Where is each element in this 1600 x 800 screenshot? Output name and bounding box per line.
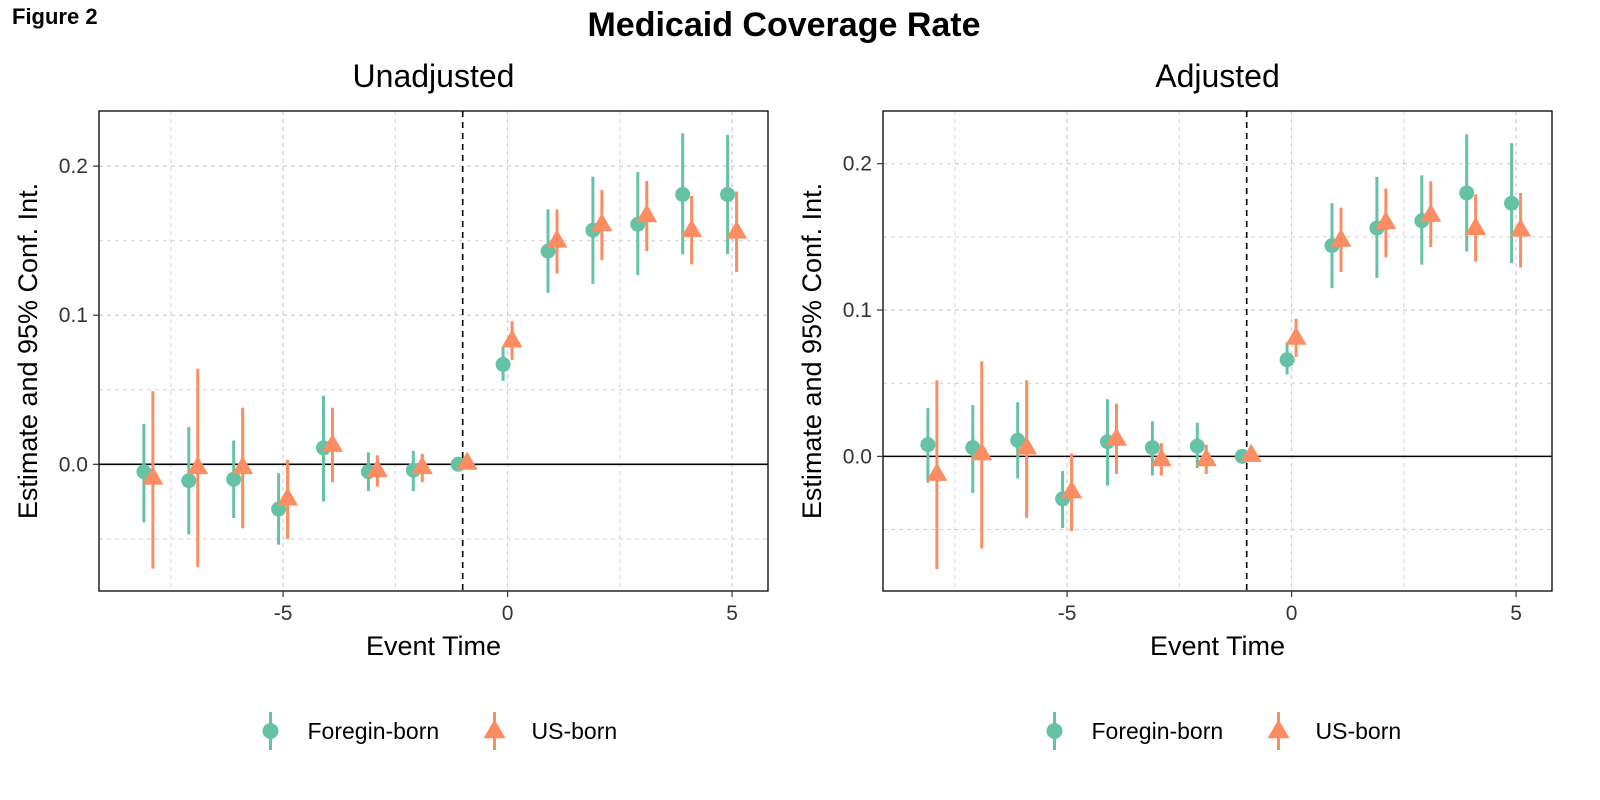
legend: Foregin-born US-born bbox=[1046, 712, 1402, 750]
point-marker bbox=[277, 487, 299, 506]
legend-key-circle bbox=[262, 723, 279, 739]
x-tick-label: 0 bbox=[502, 602, 514, 625]
legend-key-triangle bbox=[1267, 719, 1290, 739]
point-marker bbox=[181, 473, 197, 489]
x-tick-label: 5 bbox=[1510, 602, 1522, 625]
legend-label: US-born bbox=[1316, 718, 1402, 744]
legend-key-triangle bbox=[483, 719, 506, 739]
panel-unadjusted: -5 0 5 0.0 0.1 0.2 Unadjusted Event Time Estimat… bbox=[13, 58, 769, 750]
x-axis-title: Event Time bbox=[1150, 631, 1285, 661]
x-tick-label: 0 bbox=[1286, 602, 1298, 625]
point-marker bbox=[411, 455, 433, 475]
point-marker bbox=[1279, 352, 1295, 368]
point-marker bbox=[636, 204, 658, 223]
point-marker bbox=[456, 451, 478, 470]
point-marker bbox=[926, 462, 948, 481]
point-marker bbox=[1016, 436, 1038, 455]
point-marker bbox=[1285, 326, 1307, 345]
point-marker bbox=[1510, 218, 1532, 237]
legend: Foregin-born US-born bbox=[262, 712, 618, 750]
legend-label: Foregin-born bbox=[1092, 718, 1224, 744]
point-marker bbox=[366, 458, 388, 478]
panel-border bbox=[882, 110, 1553, 592]
point-marker bbox=[971, 442, 993, 461]
point-marker bbox=[1375, 210, 1397, 230]
point-marker bbox=[1459, 185, 1475, 201]
point-marker bbox=[591, 213, 613, 232]
point-marker bbox=[1465, 216, 1487, 235]
point-marker bbox=[726, 220, 748, 239]
point-marker bbox=[1061, 480, 1083, 499]
y-tick-label: 0.1 bbox=[843, 299, 872, 322]
point-marker bbox=[720, 186, 736, 202]
y-tick-label: 0.0 bbox=[59, 453, 88, 476]
main-title: Medicaid Coverage Rate bbox=[587, 6, 980, 44]
point-marker bbox=[226, 471, 242, 487]
panel-title: Unadjusted bbox=[353, 58, 515, 94]
y-tick-label: 0.2 bbox=[59, 155, 88, 178]
panel-title: Adjusted bbox=[1155, 58, 1280, 94]
point-marker bbox=[1105, 427, 1127, 446]
figure-label: Figure 2 bbox=[12, 4, 98, 29]
y-tick-label: 0.1 bbox=[59, 304, 88, 327]
point-marker bbox=[187, 455, 209, 475]
x-axis-title: Event Time bbox=[366, 631, 501, 661]
point-marker bbox=[1144, 440, 1160, 456]
point-marker bbox=[232, 455, 254, 475]
point-marker bbox=[501, 329, 523, 348]
x-tick-label: -5 bbox=[1058, 602, 1077, 625]
x-tick-label: -5 bbox=[274, 602, 293, 625]
point-marker bbox=[1189, 438, 1205, 454]
point-marker bbox=[1195, 448, 1217, 467]
legend-label: Foregin-born bbox=[308, 718, 440, 744]
panel-border bbox=[98, 110, 769, 592]
point-marker bbox=[546, 229, 568, 248]
point-marker bbox=[1420, 203, 1442, 222]
y-axis-title: Estimate and 95% Conf. Int. bbox=[13, 183, 43, 519]
panel-adjusted: -5 0 5 0.0 0.1 0.2 Adjusted Event Time Estimate … bbox=[797, 58, 1553, 750]
y-axis-title: Estimate and 95% Conf. Int. bbox=[797, 183, 827, 519]
y-tick-label: 0.0 bbox=[843, 445, 872, 468]
point-marker bbox=[1240, 443, 1262, 462]
point-marker bbox=[1330, 228, 1352, 247]
point-marker bbox=[681, 218, 703, 238]
point-marker bbox=[321, 433, 343, 452]
point-marker bbox=[675, 186, 691, 202]
legend-label: US-born bbox=[532, 718, 618, 744]
point-marker bbox=[920, 437, 936, 453]
x-tick-label: 5 bbox=[726, 602, 738, 625]
point-marker bbox=[1504, 195, 1520, 211]
point-marker bbox=[495, 356, 511, 372]
point-marker bbox=[142, 466, 164, 485]
y-tick-label: 0.2 bbox=[843, 153, 872, 176]
point-marker bbox=[1010, 432, 1026, 448]
legend-key-circle bbox=[1046, 723, 1063, 739]
point-marker bbox=[1150, 448, 1172, 467]
